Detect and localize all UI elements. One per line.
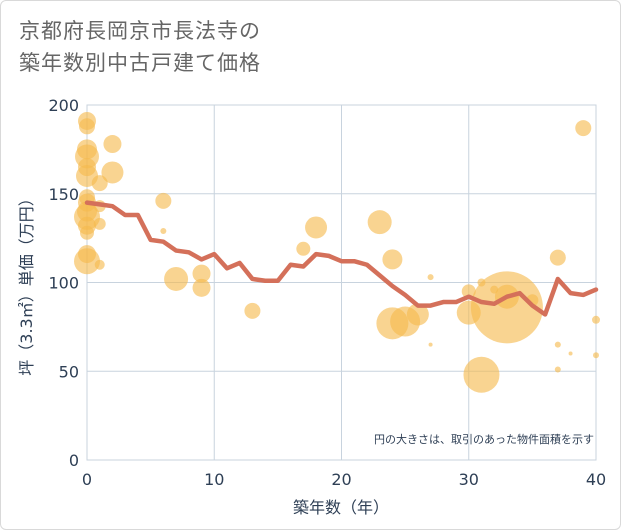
trend-line-layer xyxy=(84,200,599,317)
chart-title-line-2: 築年数別中古戸建て価格 xyxy=(19,51,261,75)
x-tick-label-4: 40 xyxy=(586,470,606,489)
x-tick-label-2: 20 xyxy=(331,470,351,489)
bubble-point-25 xyxy=(244,302,261,319)
y-tick-label-1: 50 xyxy=(59,362,79,381)
bubble-point-21 xyxy=(160,228,167,235)
bubble-point-35 xyxy=(461,284,476,299)
bubble-point-32 xyxy=(406,303,429,326)
bubble-point-20 xyxy=(155,192,172,209)
x-tick-label-3: 30 xyxy=(459,470,479,489)
bubble-point-46 xyxy=(568,351,573,356)
plot-border xyxy=(86,104,597,461)
y-tick-label-3: 150 xyxy=(48,185,79,204)
bubble-point-45 xyxy=(554,366,561,373)
bubble-point-19 xyxy=(101,161,124,184)
bubble-point-16 xyxy=(93,217,106,230)
chart-title-line-1: 京都府長岡京市長法寺の xyxy=(19,19,261,43)
y-tick-label-4: 200 xyxy=(48,96,79,115)
bubble-point-43 xyxy=(549,249,566,266)
bubble-point-22 xyxy=(164,266,189,291)
bubble-point-18 xyxy=(103,135,122,154)
average-price-line xyxy=(84,200,599,317)
x-tick-label-1: 10 xyxy=(204,470,224,489)
bubble-point-48 xyxy=(592,315,600,324)
bubble-point-49 xyxy=(593,352,599,359)
bubble-point-13 xyxy=(74,248,100,275)
bubble-point-33 xyxy=(427,274,434,281)
y-tick-label-2: 100 xyxy=(48,274,79,293)
bubble-point-11 xyxy=(80,225,94,240)
y-tick-labels: 0 50 100 150 200 xyxy=(48,96,79,470)
bubble-point-1 xyxy=(79,118,95,135)
bubble-size-note: 円の大きさは、取引のあった物件面積を示す xyxy=(374,432,594,446)
bubble-point-47 xyxy=(575,120,592,137)
x-tick-label-0: 0 xyxy=(82,470,92,489)
bubble-point-26 xyxy=(296,241,311,256)
bubble-point-23 xyxy=(192,264,211,283)
bubble-point-29 xyxy=(382,249,403,270)
x-axis-label: 築年数（年） xyxy=(293,498,389,517)
bubble-point-17 xyxy=(94,259,105,270)
bubble-point-37 xyxy=(463,356,500,393)
bubble-point-28 xyxy=(367,210,392,235)
chart-title: 京都府長岡京市長法寺の 築年数別中古戸建て価格 xyxy=(19,15,439,79)
bubble-point-27 xyxy=(305,216,328,239)
bubble-point-24 xyxy=(192,278,211,297)
y-tick-label-0: 0 xyxy=(69,451,79,470)
bubble-point-34 xyxy=(428,342,433,347)
y-axis-label: 坪（3.3㎡）単価（万円） xyxy=(17,190,36,375)
bubble-point-44 xyxy=(554,341,561,348)
x-tick-labels: 0 10 20 30 40 xyxy=(82,470,606,489)
bubble-layer xyxy=(74,111,600,393)
